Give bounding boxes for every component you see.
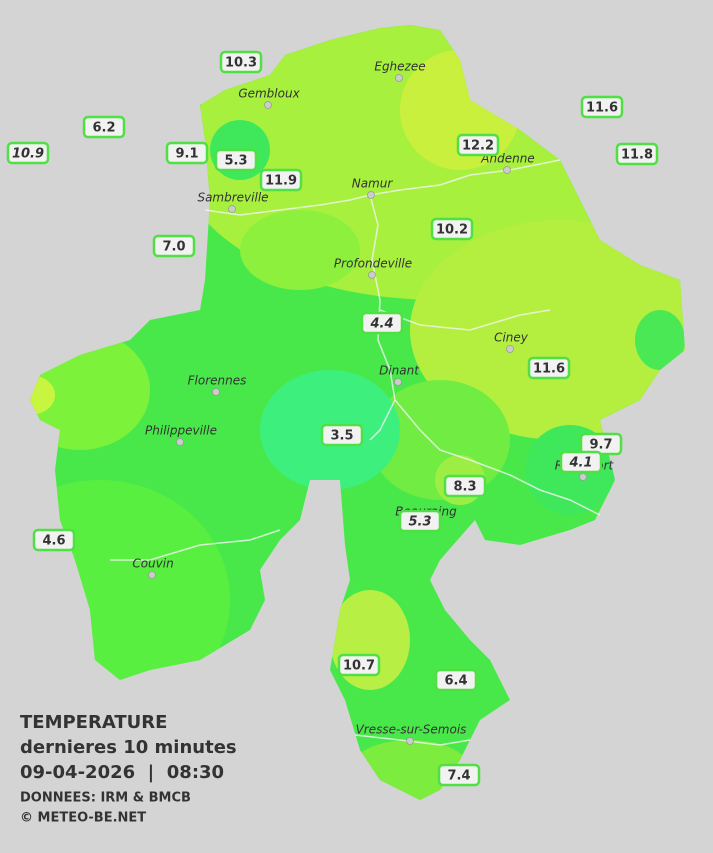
station-value: 10.2 [436, 223, 468, 238]
station-box [32, 528, 76, 552]
station-box [443, 474, 487, 498]
city-label: Couvin [132, 557, 173, 571]
station-box [165, 141, 209, 165]
source: DONNEES: IRM & BMCB [20, 791, 191, 806]
station-value: 5.3 [224, 154, 247, 169]
city-label: Dinant [379, 364, 420, 378]
city-label: Eghezee [374, 60, 425, 74]
city-dot [406, 737, 414, 745]
city-dot [395, 74, 403, 82]
station-value: 7.0 [162, 240, 185, 255]
station-box [430, 217, 474, 241]
station-box [82, 115, 126, 139]
copyright: © METEO-BE.NET [20, 811, 146, 826]
station-box [337, 653, 381, 677]
city-dot [394, 378, 402, 386]
station-value: 9.7 [589, 438, 612, 453]
city-dot [264, 101, 272, 109]
station-box [615, 142, 659, 166]
station-box [6, 141, 50, 165]
city-label: Profondeville [334, 257, 412, 271]
city-dot [503, 166, 511, 174]
station-box [398, 509, 442, 533]
city-dot [506, 345, 514, 353]
city-dot [579, 473, 587, 481]
station-value: 10.9 [12, 147, 44, 162]
station-value: 11.8 [621, 148, 653, 163]
city-label: Gembloux [238, 87, 300, 101]
stations: 10.3 6.2 10.9 9.1 5.3 11.9 7.0 11.6 12.2 11.8 10.2… [6, 50, 659, 787]
station-value: 6.2 [92, 121, 115, 136]
city-label: Philippeville [145, 424, 217, 438]
station-box [214, 148, 258, 172]
city-dot [212, 388, 220, 396]
station-value: 6.4 [444, 674, 467, 689]
station-value: 4.4 [369, 317, 393, 332]
station-box [437, 763, 481, 787]
timestamp: 09-04-2026 | 08:30 [20, 762, 224, 783]
station-box [580, 95, 624, 119]
city-label: Vresse-sur-Semois [356, 723, 467, 737]
station-box [360, 311, 404, 335]
station-value: 7.4 [447, 769, 470, 784]
station-value: 10.3 [225, 56, 257, 71]
station-value: 11.6 [533, 362, 565, 377]
subtitle: dernieres 10 minutes [20, 737, 237, 758]
city-label: Ciney [494, 331, 529, 345]
city-dot [148, 571, 156, 579]
header: TEMPERATURE dernieres 10 minutes 09-04-2… [20, 712, 237, 826]
station-value: 11.6 [586, 101, 618, 116]
station-box [434, 668, 478, 692]
station-box [219, 50, 263, 74]
city-dot [176, 438, 184, 446]
station-value: 8.3 [453, 480, 476, 495]
station-box [259, 168, 303, 192]
station-box [152, 234, 196, 258]
station-value: 4.6 [42, 534, 65, 549]
city-label: Namur [352, 177, 394, 191]
station-box [559, 450, 603, 474]
station-value: 5.3 [408, 515, 431, 530]
city-dot [368, 271, 376, 279]
title: TEMPERATURE [20, 712, 167, 733]
station-value: 9.1 [175, 147, 198, 162]
station-value: 3.5 [330, 429, 353, 444]
station-value: 10.7 [343, 659, 375, 674]
station-box [320, 423, 364, 447]
station-value: 11.9 [265, 174, 297, 189]
station-box [456, 133, 500, 157]
station-box [527, 356, 571, 380]
station-value: 12.2 [462, 139, 494, 154]
city-dot [367, 191, 375, 199]
city-label: Florennes [188, 374, 247, 388]
station-value: 4.1 [568, 456, 592, 471]
city-label: Sambreville [197, 191, 268, 205]
city-dot [228, 205, 236, 213]
